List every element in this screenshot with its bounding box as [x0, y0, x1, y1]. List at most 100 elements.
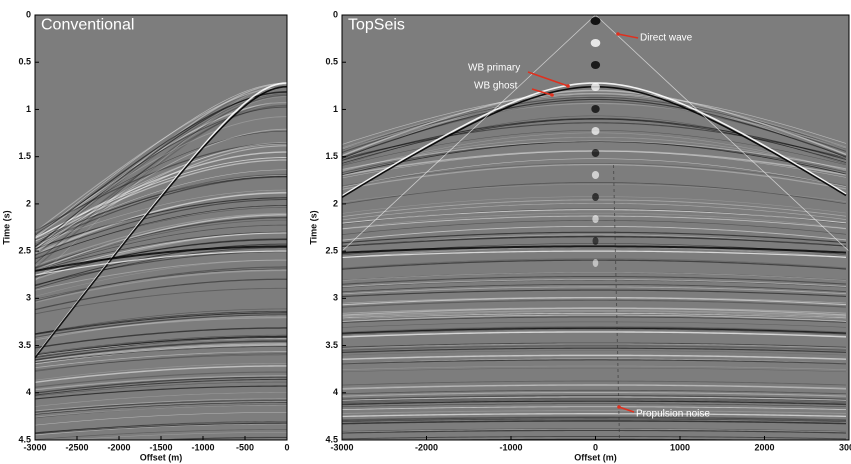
seismic-event [342, 279, 847, 288]
seismic-event [342, 95, 847, 149]
seismic-event [342, 327, 847, 334]
seismic-event [35, 151, 287, 240]
annotation-arrow [527, 71, 569, 87]
seismic-event [342, 102, 847, 150]
seismic-event [342, 307, 847, 314]
seismic-event [35, 219, 287, 270]
source-wavelet [591, 171, 600, 179]
seismic-event [342, 93, 847, 160]
seismic-event [35, 375, 287, 391]
seismic-event [342, 314, 847, 322]
seismic-event [35, 116, 287, 238]
y-tick-label: 3.5 [325, 340, 338, 350]
seismic-event [342, 354, 847, 361]
source-wavelet [591, 105, 600, 113]
seismic-event [342, 400, 847, 406]
arrow-head [616, 32, 620, 36]
y-tick-label: 0.5 [18, 57, 31, 67]
seismic-event [35, 245, 287, 272]
seismic-event [342, 331, 847, 338]
y-tick-label: 3 [333, 293, 338, 303]
seismic-event [342, 429, 847, 433]
seismic-event [35, 353, 287, 372]
seismic-event [342, 247, 847, 258]
seismic-event [35, 421, 287, 434]
seismic-event [342, 286, 847, 295]
seismic-event [35, 343, 287, 362]
seismic-event [342, 182, 847, 205]
seismic-event [342, 345, 847, 352]
seismic-event [35, 381, 287, 397]
seismic-event [35, 259, 287, 297]
seismic-event [35, 85, 287, 359]
seismic-event [342, 384, 847, 389]
seismic-event [35, 269, 287, 303]
seismic-event [35, 316, 287, 339]
seismic-event [35, 142, 287, 232]
seismic-event [35, 334, 287, 355]
x-tick-label: 0 [284, 442, 289, 452]
seismic-event [35, 278, 287, 311]
seismic-event [342, 275, 847, 285]
source-wavelet [592, 237, 599, 245]
seismic-event [35, 399, 287, 413]
seismic-event [342, 163, 847, 190]
seismic-event [342, 316, 847, 324]
seismic-event [342, 289, 847, 298]
seismic-event [342, 365, 847, 370]
x-tick-label: 0 [593, 442, 598, 452]
seismic-event [342, 326, 847, 334]
y-tick-label: 1 [333, 104, 338, 114]
seismic-event [35, 314, 287, 338]
seismic-event [342, 208, 847, 225]
seismic-event [35, 315, 287, 341]
y-axis-label: Time (s) [308, 210, 318, 244]
seismic-event [35, 422, 287, 435]
y-tick-label: 1.5 [18, 151, 31, 161]
y-tick-label: 1.5 [325, 151, 338, 161]
seismic-event [35, 363, 287, 381]
seismic-event [35, 191, 287, 256]
seismic-event [35, 82, 287, 237]
seismic-event [35, 128, 287, 252]
seismic-event [342, 380, 847, 386]
direct-wave [342, 15, 849, 252]
seismic-event [35, 238, 287, 277]
y-tick-label: 2.5 [325, 245, 338, 255]
seismic-event [342, 391, 847, 397]
seismic-event [35, 327, 287, 349]
seismic-event [35, 392, 287, 407]
seismic-event [35, 251, 287, 286]
y-tick-label: 0 [333, 9, 338, 19]
seismic-event [342, 115, 847, 166]
seismic-event [342, 310, 847, 318]
panel-title: Conventional [41, 16, 134, 33]
seismic-event [342, 299, 847, 308]
seismic-event [342, 247, 847, 258]
seismic-event [342, 203, 847, 221]
seismic-event [35, 82, 287, 250]
source-wavelet [591, 83, 600, 91]
y-tick-label: 0 [26, 9, 31, 19]
seismic-event [342, 416, 847, 421]
seismic-event [342, 327, 847, 335]
x-tick-label: -2000 [415, 442, 438, 452]
seismic-event [35, 423, 287, 436]
seismic-event [35, 142, 287, 249]
seismic-event [342, 162, 847, 187]
x-tick-label: -500 [236, 442, 254, 452]
seismic-event [342, 231, 847, 244]
seismic-event [342, 122, 847, 160]
seismic-event [35, 351, 287, 369]
seismic-event [342, 389, 847, 395]
seismic-event [35, 174, 287, 243]
arrow-head [566, 84, 570, 88]
seismic-event [35, 84, 287, 282]
seismic-event [342, 297, 847, 304]
source-wavelet [591, 149, 600, 157]
seismic-event [342, 246, 847, 259]
seismic-event [342, 245, 847, 254]
annotation-arrow [531, 88, 553, 96]
plot-area [35, 15, 287, 440]
